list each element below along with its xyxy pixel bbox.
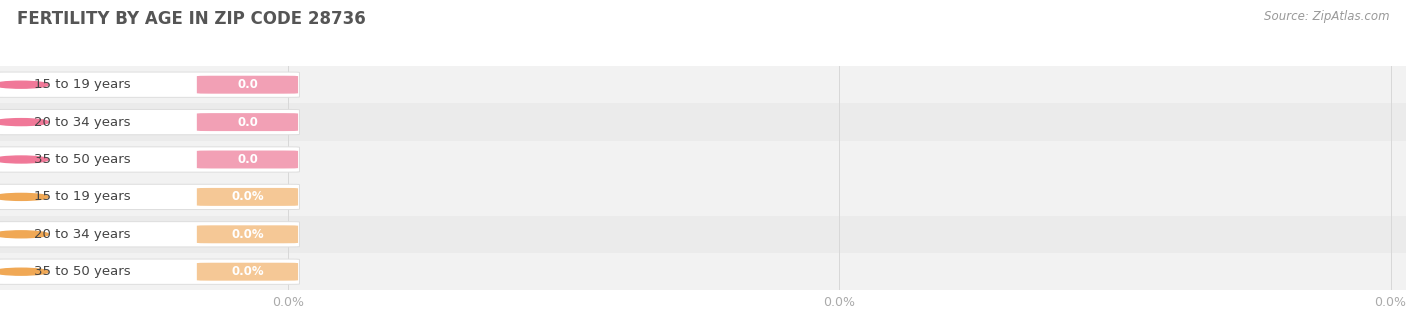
FancyBboxPatch shape bbox=[0, 253, 1406, 290]
FancyBboxPatch shape bbox=[0, 178, 1406, 215]
FancyBboxPatch shape bbox=[197, 150, 298, 169]
FancyBboxPatch shape bbox=[197, 263, 298, 281]
Text: 0.0: 0.0 bbox=[238, 153, 257, 166]
FancyBboxPatch shape bbox=[0, 103, 1406, 141]
FancyBboxPatch shape bbox=[0, 259, 299, 284]
FancyBboxPatch shape bbox=[0, 184, 299, 210]
FancyBboxPatch shape bbox=[197, 76, 298, 94]
Text: 15 to 19 years: 15 to 19 years bbox=[34, 190, 131, 203]
Text: 35 to 50 years: 35 to 50 years bbox=[34, 265, 131, 278]
Text: 15 to 19 years: 15 to 19 years bbox=[34, 78, 131, 91]
Text: 20 to 34 years: 20 to 34 years bbox=[34, 228, 131, 241]
Text: 0.0: 0.0 bbox=[238, 78, 257, 91]
Ellipse shape bbox=[0, 193, 48, 200]
FancyBboxPatch shape bbox=[0, 141, 1406, 178]
Text: 0.0: 0.0 bbox=[238, 115, 257, 129]
FancyBboxPatch shape bbox=[0, 72, 299, 97]
Ellipse shape bbox=[0, 268, 48, 275]
FancyBboxPatch shape bbox=[0, 215, 1406, 253]
Text: 0.0%: 0.0% bbox=[231, 190, 264, 203]
Ellipse shape bbox=[0, 118, 48, 126]
FancyBboxPatch shape bbox=[0, 147, 299, 172]
Text: Source: ZipAtlas.com: Source: ZipAtlas.com bbox=[1264, 10, 1389, 23]
FancyBboxPatch shape bbox=[0, 222, 299, 247]
FancyBboxPatch shape bbox=[197, 188, 298, 206]
Text: FERTILITY BY AGE IN ZIP CODE 28736: FERTILITY BY AGE IN ZIP CODE 28736 bbox=[17, 10, 366, 28]
FancyBboxPatch shape bbox=[0, 66, 1406, 103]
Text: 0.0%: 0.0% bbox=[231, 265, 264, 278]
Text: 0.0%: 0.0% bbox=[231, 228, 264, 241]
FancyBboxPatch shape bbox=[0, 110, 299, 135]
Text: 20 to 34 years: 20 to 34 years bbox=[34, 115, 131, 129]
Ellipse shape bbox=[0, 81, 48, 88]
Text: 35 to 50 years: 35 to 50 years bbox=[34, 153, 131, 166]
Ellipse shape bbox=[0, 156, 48, 163]
Ellipse shape bbox=[0, 231, 48, 238]
FancyBboxPatch shape bbox=[197, 113, 298, 131]
FancyBboxPatch shape bbox=[197, 225, 298, 243]
